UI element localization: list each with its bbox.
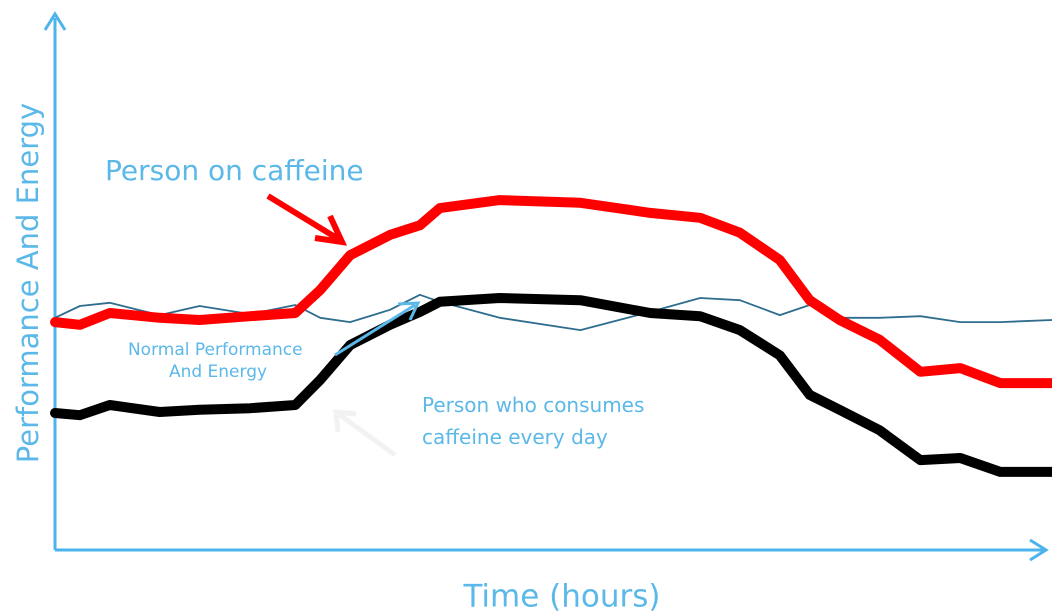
annotation: Normal Performance And Energy — [128, 340, 308, 382]
x-axis-label: Time (hours) — [462, 579, 660, 615]
annotation-line: And Energy — [169, 362, 267, 382]
x-axis-arrow — [1029, 538, 1049, 562]
y-axis-arrow — [43, 11, 67, 31]
annotation-arrow — [266, 193, 348, 246]
lines — [50, 195, 1052, 477]
annotation-line: Normal Performance — [128, 340, 303, 360]
annotation-arrow — [333, 409, 397, 458]
annotation-arrow — [334, 301, 421, 357]
annotation: Person who consumes caffeine every day — [422, 393, 651, 449]
y-axis-label: Performance And Energy — [11, 103, 45, 463]
line — [50, 293, 1052, 477]
line — [50, 195, 1052, 389]
annotation-line: caffeine every day — [422, 425, 608, 449]
annotation: Person on caffeine — [105, 154, 364, 187]
annotation-line: Person who consumes — [422, 393, 644, 417]
line — [54, 293, 1052, 331]
